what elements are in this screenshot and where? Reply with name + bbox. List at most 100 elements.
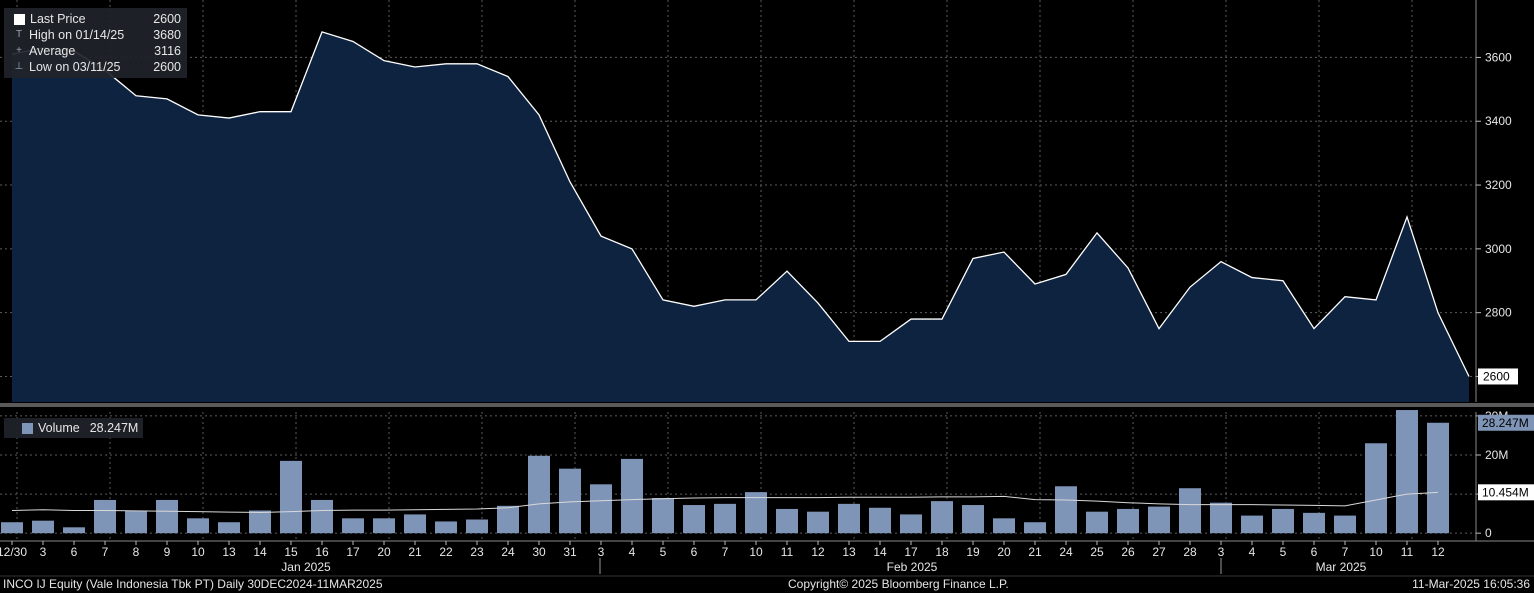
- x-tick-label: 26: [1121, 545, 1135, 559]
- price-area: [11, 31, 1470, 403]
- price-area-fill: [12, 31, 1469, 403]
- pane-separator: [0, 403, 1534, 407]
- x-tick-label: 19: [966, 545, 980, 559]
- volume-bar: [466, 519, 488, 534]
- x-tick-label: 7: [1342, 545, 1349, 559]
- last-price-callout-label: 2600: [1483, 369, 1510, 383]
- volume-bar: [1086, 511, 1108, 534]
- x-tick-label: 18: [935, 545, 949, 559]
- volume-bar: [869, 507, 891, 534]
- footer-timestamp: 11-Mar-2025 16:05:36: [1412, 577, 1530, 591]
- x-tick-label: 4: [629, 545, 636, 559]
- volume-callout: [1478, 484, 1534, 501]
- volume-bar: [1117, 508, 1139, 534]
- legend-value: 28.247M: [89, 421, 139, 435]
- x-tick-label: 5: [1280, 545, 1287, 559]
- price-tick-label: 3400: [1485, 114, 1512, 128]
- volume-tick-label: 0: [1485, 526, 1492, 540]
- price-tick-label: 3200: [1485, 178, 1512, 192]
- volume-bar: [559, 468, 581, 534]
- x-tick-label: 7: [722, 545, 729, 559]
- x-tick-label: 16: [315, 545, 329, 559]
- volume-bar: [373, 518, 395, 534]
- x-tick-label: 12: [1431, 545, 1445, 559]
- volume-bar: [900, 514, 922, 534]
- volume-legend: Volume 28.247M: [4, 418, 144, 438]
- volume-bar: [528, 455, 550, 534]
- volume-bar: [1, 522, 23, 534]
- volume-bar: [1334, 515, 1356, 534]
- volume-bar: [1024, 522, 1046, 534]
- volume-callout: [1478, 414, 1534, 431]
- legend-label: Average: [29, 44, 76, 58]
- volume-bar: [993, 518, 1015, 534]
- x-tick-label: 10: [1369, 545, 1383, 559]
- volume-bar: [1055, 486, 1077, 534]
- legend-value: 2600: [153, 60, 181, 74]
- x-tick-label: 31: [563, 545, 577, 559]
- x-tick-label: 3: [1218, 545, 1225, 559]
- x-tick-label: 3: [598, 545, 605, 559]
- x-tick-label: 21: [1028, 545, 1042, 559]
- x-tick-label: 3: [40, 545, 47, 559]
- x-tick-label: 6: [1311, 545, 1318, 559]
- volume-callout-label: 28.247M: [1482, 416, 1529, 430]
- volume-bar: [807, 511, 829, 534]
- volume-tick-label: 20M: [1485, 448, 1508, 462]
- legend-value: 3116: [154, 44, 181, 58]
- volume-bar: [714, 503, 736, 534]
- volume-bar: [1179, 488, 1201, 534]
- x-tick-label: 24: [501, 545, 515, 559]
- x-tick-label: 10: [749, 545, 763, 559]
- volume-bar: [125, 510, 147, 534]
- volume-bar: [962, 505, 984, 534]
- month-label: Feb 2025: [887, 560, 938, 574]
- last-price-swatch: [14, 13, 25, 25]
- volume-bar: [1427, 422, 1449, 534]
- x-tick-label: 21: [408, 545, 422, 559]
- volume-bar: [435, 521, 457, 534]
- price-tick-label: 3600: [1485, 50, 1512, 64]
- x-tick-label: 7: [102, 545, 109, 559]
- x-tick-label: 20: [997, 545, 1011, 559]
- volume-swatch: [22, 422, 33, 434]
- x-tick-label: 14: [873, 545, 887, 559]
- x-tick-label: 13: [222, 545, 236, 559]
- volume-bar: [32, 520, 54, 534]
- volume-bar: [218, 522, 240, 534]
- low-marker-icon: ⊥: [14, 61, 24, 72]
- volume-bar: [1272, 508, 1294, 534]
- volume-bar: [342, 518, 364, 534]
- x-tick-label: 28: [1183, 545, 1197, 559]
- volume-bar: [497, 505, 519, 534]
- legend-value: 2600: [153, 12, 181, 26]
- volume-bar: [1365, 443, 1387, 534]
- x-tick-label: 10: [191, 545, 205, 559]
- volume-bar: [745, 492, 767, 534]
- x-tick-label: 9: [164, 545, 171, 559]
- legend-row-last-price: Last Price 2600: [14, 11, 181, 27]
- volume-bar: [652, 498, 674, 534]
- month-label: Jan 2025: [281, 560, 331, 574]
- x-tick-label: 8: [133, 545, 140, 559]
- volume-bar: [1148, 506, 1170, 534]
- x-tick-label: 15: [284, 545, 298, 559]
- legend-label: Low on 03/11/25: [29, 60, 121, 74]
- x-axis: 12/30 3 6 7 8 9 10 13 14 15 16 17 20 21 22 23 24 30 31 3 4 5 6…: [0, 540, 1534, 577]
- x-tick-label: 22: [439, 545, 453, 559]
- legend-label: Last Price: [30, 12, 86, 26]
- x-tick-label: 30: [532, 545, 546, 559]
- x-tick-label: 4: [1249, 545, 1256, 559]
- legend-value: 3680: [153, 28, 181, 42]
- volume-bar: [776, 508, 798, 534]
- x-tick-label: 23: [470, 545, 484, 559]
- volume-bar: [1396, 410, 1418, 534]
- legend-row-low: ⊥ Low on 03/11/25 2600: [14, 59, 181, 75]
- x-tick-label: 27: [1152, 545, 1166, 559]
- average-marker-icon: +: [16, 45, 22, 56]
- x-tick-label: 12/30: [0, 545, 27, 559]
- month-label: Mar 2025: [1316, 560, 1367, 574]
- volume-bar: [683, 505, 705, 534]
- volume-bar: [931, 501, 953, 534]
